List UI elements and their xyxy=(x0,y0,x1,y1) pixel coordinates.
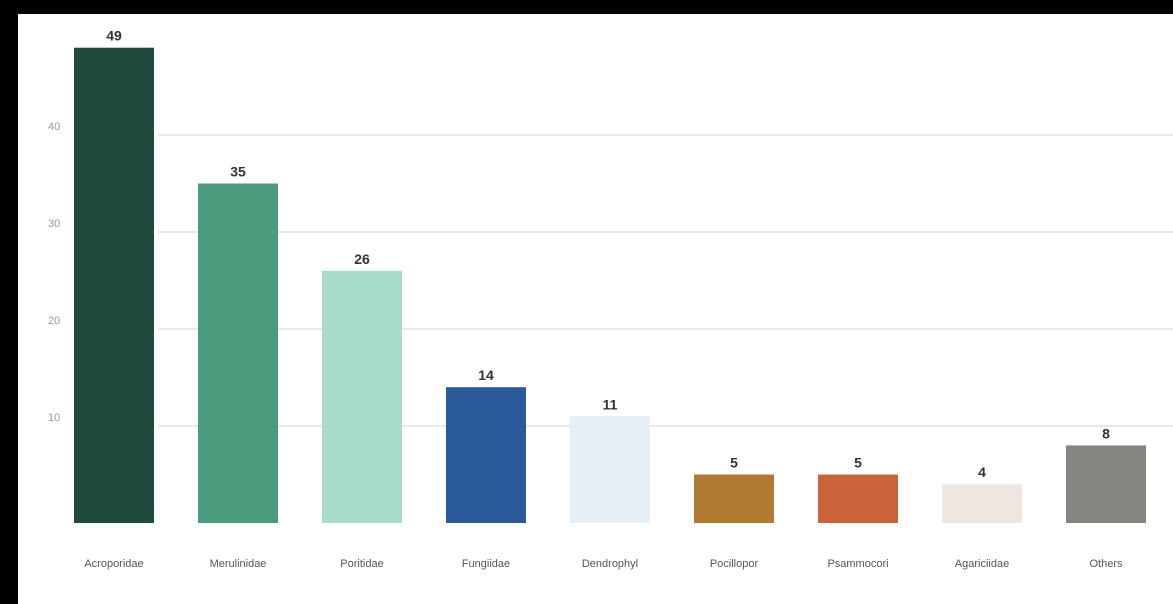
category-label: Agariciidae xyxy=(955,558,1009,570)
bars xyxy=(74,48,1146,523)
bar-chart: 10 20 30 40 49 35 26 14 11 5 5 4 8 Acroporidae Merul… xyxy=(18,14,1173,604)
value-label: 5 xyxy=(854,455,862,471)
category-label: Poritidae xyxy=(340,558,383,570)
y-tick-label: 30 xyxy=(48,218,60,230)
bar-psammocori xyxy=(818,475,898,524)
category-label: Others xyxy=(1089,558,1123,570)
category-label: Merulinidae xyxy=(210,558,267,570)
y-axis-ticks: 10 20 30 40 xyxy=(48,121,60,424)
category-label: Pocillopor xyxy=(710,558,759,570)
y-tick-label: 40 xyxy=(48,121,60,133)
value-label: 8 xyxy=(1102,425,1110,441)
category-label: Acroporidae xyxy=(84,558,143,570)
value-label: 49 xyxy=(106,28,122,44)
bar-others xyxy=(1066,445,1146,523)
category-label: Psammocori xyxy=(827,558,888,570)
y-tick-label: 10 xyxy=(48,412,60,424)
gridlines xyxy=(158,135,1173,426)
value-label: 11 xyxy=(603,396,618,412)
chart-panel: 10 20 30 40 49 35 26 14 11 5 5 4 8 Acroporidae Merul… xyxy=(18,14,1173,604)
bar-fungiidae xyxy=(446,387,526,523)
value-label: 35 xyxy=(230,164,246,180)
category-label: Dendrophyl xyxy=(582,558,638,570)
bar-merulinidae xyxy=(198,184,278,524)
value-label: 5 xyxy=(730,455,738,471)
value-label: 14 xyxy=(478,367,494,383)
category-label: Fungiidae xyxy=(462,558,510,570)
bar-pocillopor xyxy=(694,475,774,524)
category-labels: Acroporidae Merulinidae Poritidae Fungiidae… xyxy=(84,558,1123,570)
value-label: 26 xyxy=(354,251,370,267)
value-label: 4 xyxy=(978,464,986,480)
bar-dendrophyl xyxy=(570,416,650,523)
bar-agariciidae xyxy=(942,484,1022,523)
y-tick-label: 20 xyxy=(48,315,60,327)
bar-acroporidae xyxy=(74,48,154,523)
bar-poritidae xyxy=(322,271,402,523)
